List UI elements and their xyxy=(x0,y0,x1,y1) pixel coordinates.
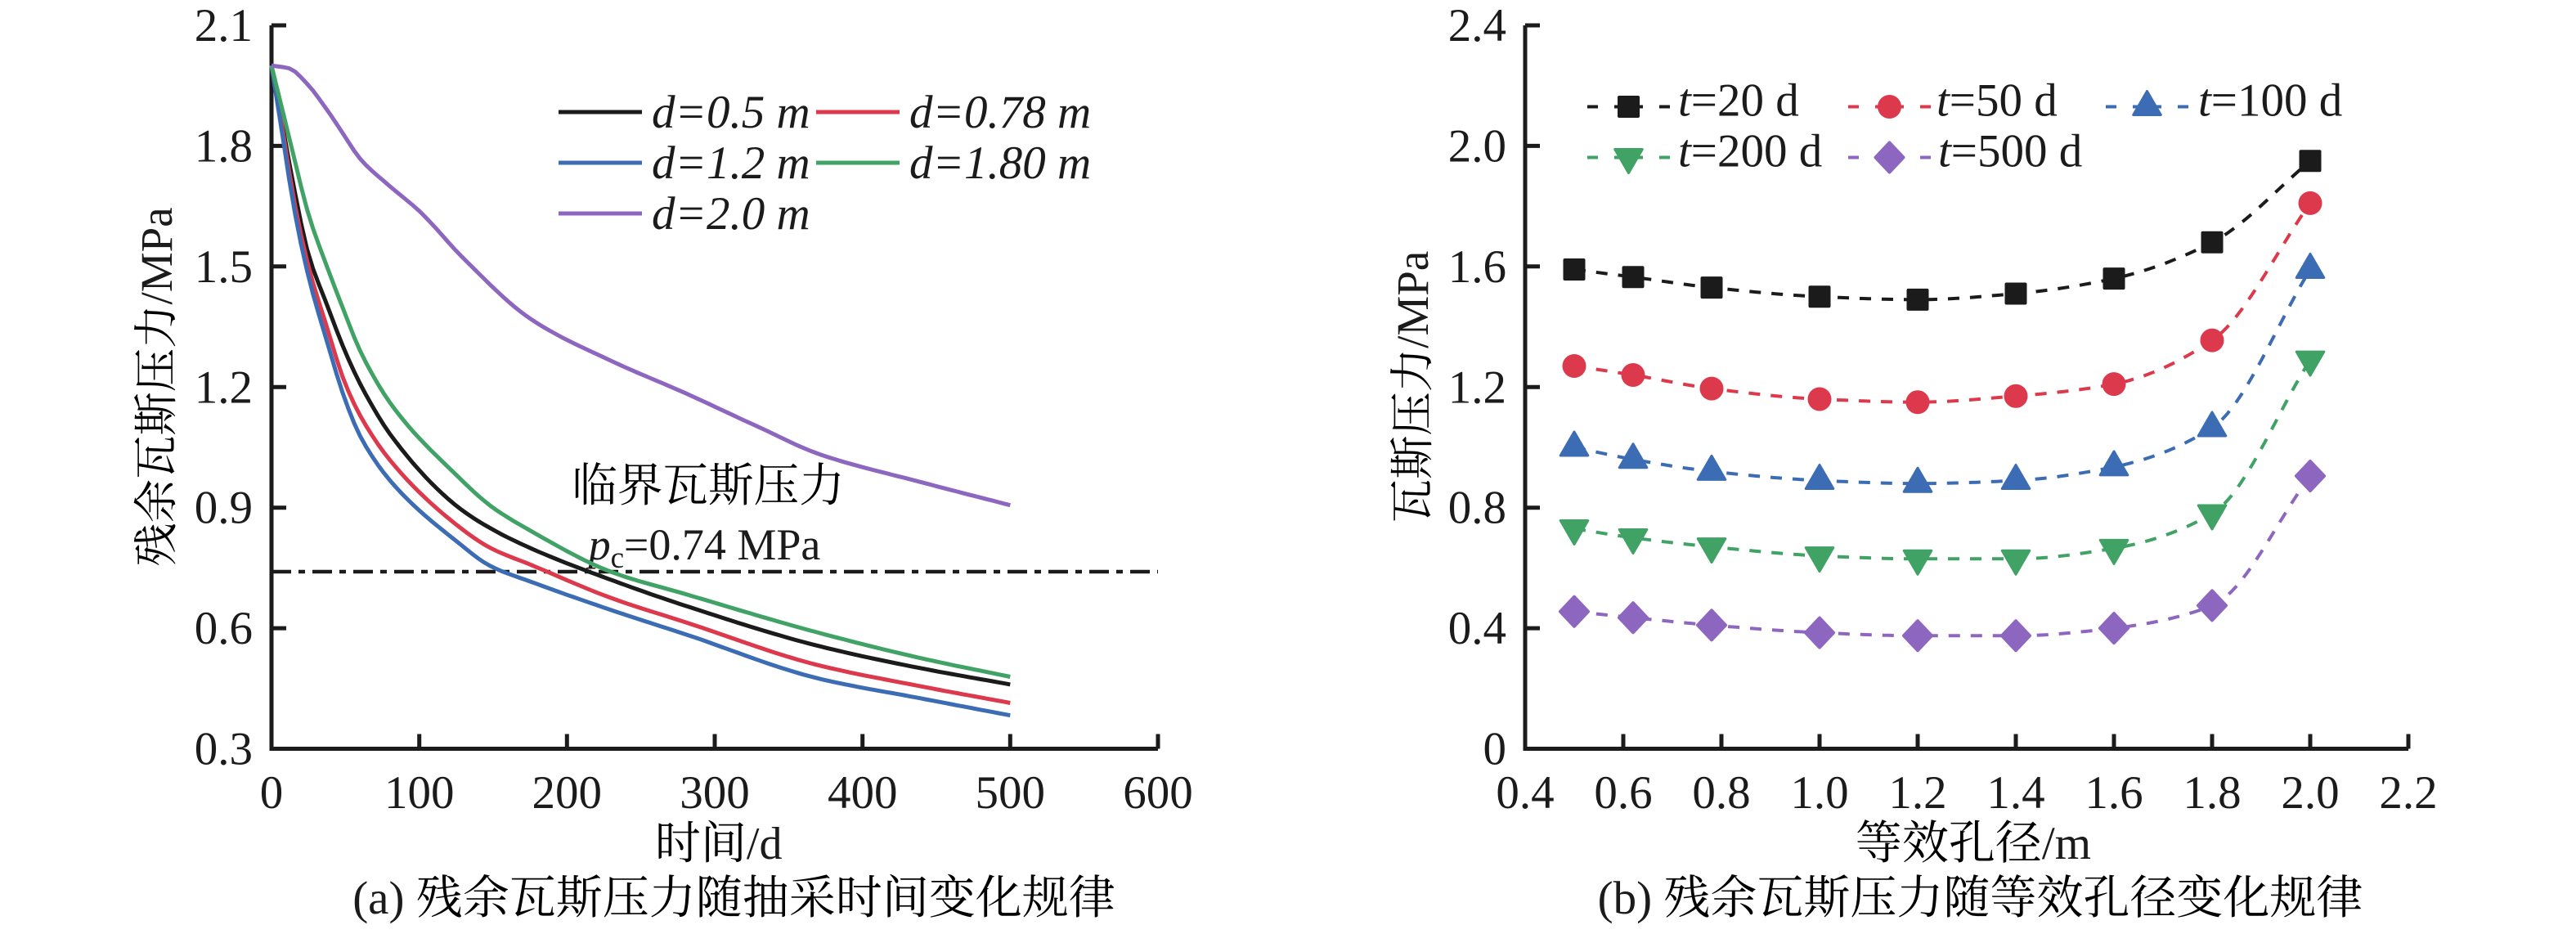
svg-text:200: 200 xyxy=(532,767,603,819)
svg-text:=500 d: =500 d xyxy=(1951,126,2082,177)
svg-text:500: 500 xyxy=(976,767,1046,819)
svg-text:d=1.2 m: d=1.2 m xyxy=(652,137,810,189)
svg-text:1.8: 1.8 xyxy=(195,120,253,172)
svg-text:=200 d: =200 d xyxy=(1691,126,1822,177)
svg-text:2.4: 2.4 xyxy=(1448,0,1506,52)
svg-text:/d: /d xyxy=(747,819,783,869)
svg-text:1.6: 1.6 xyxy=(1448,241,1506,293)
svg-text:d=0.78 m: d=0.78 m xyxy=(909,87,1091,138)
svg-text:0.4: 0.4 xyxy=(1496,767,1554,819)
svg-text:1.6: 1.6 xyxy=(2085,767,2143,819)
svg-text:c: c xyxy=(611,541,624,575)
svg-text:(b): (b) xyxy=(1598,873,1652,924)
svg-text:0: 0 xyxy=(260,767,284,819)
svg-text:1.2: 1.2 xyxy=(1448,361,1506,413)
svg-text:0.4: 0.4 xyxy=(1448,603,1506,654)
svg-text:1.8: 1.8 xyxy=(2183,767,2241,819)
svg-text:0: 0 xyxy=(1483,724,1507,775)
svg-text:2.2: 2.2 xyxy=(2379,767,2437,819)
svg-text:0.8: 0.8 xyxy=(1448,483,1506,534)
svg-text:t: t xyxy=(2198,75,2212,127)
svg-text:t: t xyxy=(1678,75,1692,127)
svg-text:d=0.5 m: d=0.5 m xyxy=(652,87,810,138)
svg-text:0.6: 0.6 xyxy=(1594,767,1652,819)
svg-text:100: 100 xyxy=(384,767,455,819)
svg-text:0.6: 0.6 xyxy=(195,603,253,654)
svg-text:=0.74 MPa: =0.74 MPa xyxy=(624,520,821,569)
svg-text:=100 d: =100 d xyxy=(2211,75,2342,127)
svg-text:400: 400 xyxy=(828,767,898,819)
svg-text:2.0: 2.0 xyxy=(2281,767,2339,819)
svg-text:1.2: 1.2 xyxy=(1888,767,1946,819)
svg-text:/m: /m xyxy=(2042,818,2091,869)
svg-text:0.8: 0.8 xyxy=(1692,767,1750,819)
svg-text:0.9: 0.9 xyxy=(195,483,253,534)
svg-text:300: 300 xyxy=(680,767,750,819)
svg-text:1.2: 1.2 xyxy=(195,361,253,413)
svg-text:2.1: 2.1 xyxy=(195,0,253,52)
svg-text:1.4: 1.4 xyxy=(1986,767,2044,819)
svg-text:=50 d: =50 d xyxy=(1950,75,2058,127)
svg-text:2.0: 2.0 xyxy=(1448,120,1506,172)
svg-text:(a): (a) xyxy=(352,873,404,924)
svg-text:d=1.80 m: d=1.80 m xyxy=(909,137,1091,189)
svg-text:t: t xyxy=(1936,75,1950,127)
svg-text:t: t xyxy=(1938,126,1952,177)
svg-text:d=2.0 m: d=2.0 m xyxy=(652,188,810,240)
svg-text:0.3: 0.3 xyxy=(195,724,253,775)
svg-text:600: 600 xyxy=(1123,767,1193,819)
svg-text:1.5: 1.5 xyxy=(195,241,253,293)
svg-text:/MPa: /MPa xyxy=(1388,251,1438,348)
svg-text:1.0: 1.0 xyxy=(1790,767,1848,819)
svg-text:t: t xyxy=(1678,126,1692,177)
svg-text:/MPa: /MPa xyxy=(132,207,182,304)
svg-text:=20 d: =20 d xyxy=(1691,75,1799,127)
